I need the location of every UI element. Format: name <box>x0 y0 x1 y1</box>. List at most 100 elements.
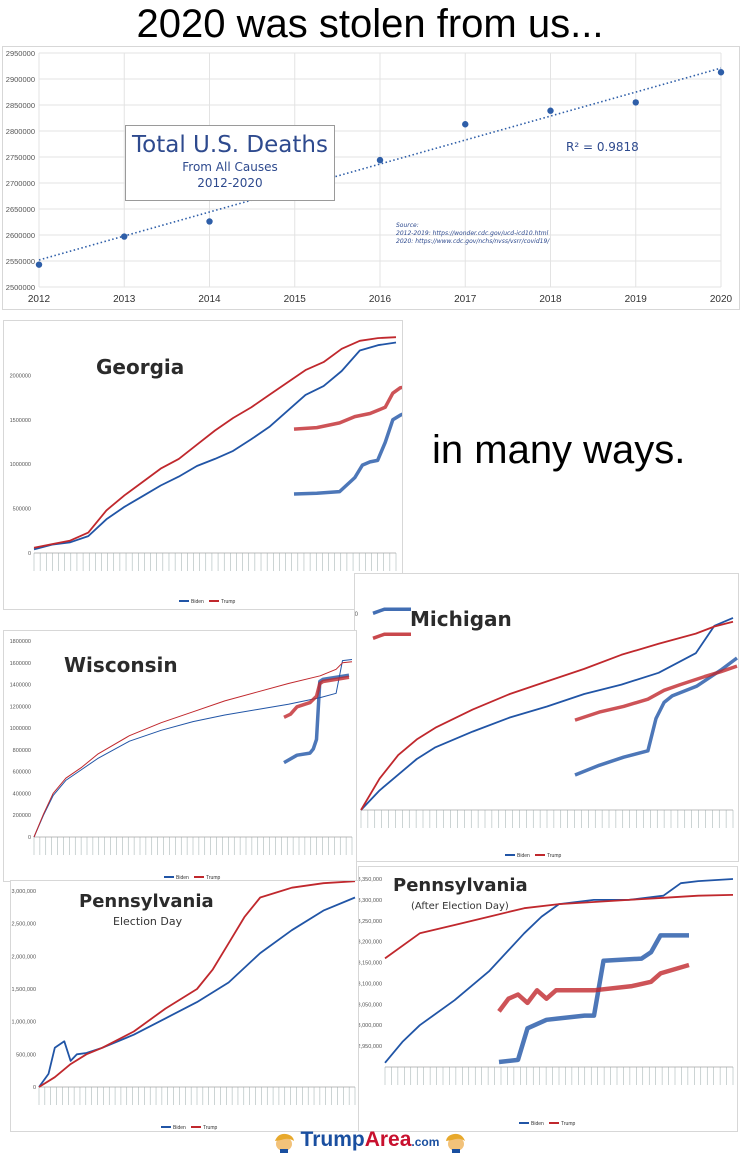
ytick-label: 3,150,000 <box>359 961 382 967</box>
deaths-xtick-label: 2012 <box>28 294 51 305</box>
pa-election-chart-panel: 0 500,000 1,000,000 1,500,000 2,000,000 2,500… <box>10 880 360 1132</box>
deaths-ytick-label: 2800000 <box>6 127 35 136</box>
ytick-label: 2000000 <box>10 373 31 379</box>
ytick-label: 3,250,000 <box>359 919 382 925</box>
deaths-ytick-label: 2600000 <box>6 231 35 240</box>
deaths-point <box>462 121 469 128</box>
ytick-label: 0 <box>28 551 31 557</box>
wisconsin-chart: 0 200000 400000 600000 800000 1000000 1200000 1… <box>10 639 353 881</box>
michigan-inset-biden <box>372 607 411 615</box>
deaths-point <box>206 218 213 225</box>
deaths-ytick-label: 2650000 <box>6 205 35 214</box>
michigan-chart-panel: 2500000 Biden Trump <box>354 573 739 862</box>
deaths-ytick-label: 2700000 <box>6 179 35 188</box>
deaths-ytick-label: 2500000 <box>6 283 35 292</box>
ytick-label: 0 <box>28 835 31 841</box>
source-block: Source: 2012-2019: https://wonder.cdc.go… <box>396 222 549 246</box>
legend-label: Trump <box>221 599 235 605</box>
deaths-chart-panel: 2500000 2550000 2600000 2650000 2700000 27500… <box>2 46 740 310</box>
series-line-trump-zoom- <box>283 675 350 719</box>
deaths-ytick-label: 2750000 <box>6 153 35 162</box>
deaths-point <box>632 99 639 106</box>
ytick-label: 0 <box>33 1085 36 1091</box>
georgia-chart-panel: 0 500000 1000000 1500000 2000000 Biden Trump G… <box>3 320 403 610</box>
pa-election-subtitle: Election Day <box>113 915 183 928</box>
legend-label: Biden <box>517 853 530 859</box>
deaths-point <box>35 261 43 268</box>
michigan-title: Michigan <box>410 607 512 631</box>
logo-part-3: .com <box>411 1135 440 1149</box>
ytick-label: 800000 <box>13 748 31 754</box>
legend-label: Trump <box>561 1121 575 1127</box>
georgia-chart: 0 500000 1000000 1500000 2000000 Biden Trump <box>10 336 402 605</box>
deaths-point <box>547 107 554 114</box>
ytick-label: 3,050,000 <box>359 1002 382 1008</box>
series-line-trump <box>38 881 356 1088</box>
ytick-label: 3,300,000 <box>359 898 382 904</box>
ytick-label: 1,000,000 <box>12 1020 36 1026</box>
pa-after-chart-panel: 2,950,000 3,000,000 3,050,000 3,100,000 3,15… <box>358 866 738 1132</box>
michigan-inset-panel <box>333 600 413 660</box>
legend-label: Biden <box>176 875 189 881</box>
series-line-biden <box>33 659 353 838</box>
deaths-point <box>717 69 725 76</box>
series-line-biden <box>360 617 734 811</box>
michigan-inset-chart <box>372 607 411 640</box>
wisconsin-title: Wisconsin <box>64 653 178 677</box>
ytick-label: 3,200,000 <box>359 940 382 946</box>
legend-label: Trump <box>206 875 220 881</box>
logo-part-1: Trump <box>300 1128 365 1151</box>
michigan-inset-trump <box>372 632 411 640</box>
deaths-title-box: Total U.S. Deaths From All Causes 2012-2… <box>125 125 335 201</box>
source-label: Source: <box>396 222 419 229</box>
legend-label: Trump <box>203 1125 217 1131</box>
legend-label: Trump <box>547 853 561 859</box>
deaths-xtick-label: 2018 <box>539 294 562 305</box>
pa-after-chart: 2,950,000 3,000,000 3,050,000 3,100,000 3,15… <box>359 877 734 1127</box>
series-line-trump-zoom- <box>574 664 738 722</box>
deaths-subtitle-years: 2012-2020 <box>197 176 263 190</box>
logo-part-2: Area <box>364 1128 412 1151</box>
pa-after-subtitle: (After Election Day) <box>411 901 509 912</box>
deaths-ytick-label: 2950000 <box>6 49 35 58</box>
ytick-label: 1200000 <box>10 704 31 710</box>
michigan-chart: 2500000 Biden Trump <box>355 612 738 859</box>
trump-hair-icon-right <box>445 1133 465 1153</box>
pa-election-chart: 0 500,000 1,000,000 1,500,000 2,000,000 2,500… <box>12 881 356 1131</box>
ytick-label: 3,000,000 <box>359 1023 382 1029</box>
series-line-biden <box>38 896 356 1088</box>
ytick-label: 500,000 <box>16 1052 36 1058</box>
ytick-label: 200000 <box>13 813 31 819</box>
deaths-xtick-label: 2019 <box>625 294 648 305</box>
source-line-2: 2020: https://www.cdc.gov/nchs/nvss/vsrr… <box>396 238 550 245</box>
series-line-trump-zoom- <box>497 962 690 1013</box>
pa-election-title: Pennsylvania <box>79 891 214 912</box>
series-line-biden-zoom- <box>574 656 738 777</box>
deaths-subtitle: From All Causes <box>182 160 278 174</box>
deaths-xtick-label: 2015 <box>284 294 307 305</box>
series-line-trump <box>360 620 734 811</box>
series-line-trump-zoom- <box>293 385 402 431</box>
ytick-label: 1600000 <box>10 661 31 667</box>
deaths-xtick-label: 2016 <box>369 294 392 305</box>
georgia-title: Georgia <box>96 355 185 379</box>
r-squared-label: R² = 0.9818 <box>566 140 639 154</box>
series-line-trump <box>33 336 397 549</box>
series-line-trump <box>33 661 353 838</box>
ytick-label: 600000 <box>13 770 31 776</box>
ytick-label: 2,000,000 <box>12 954 36 960</box>
series-line-trump <box>384 894 734 960</box>
source-line-1: 2012-2019: https://wonder.cdc.gov/ucd-ic… <box>396 230 549 237</box>
ytick-label: 1,500,000 <box>12 987 36 993</box>
ytick-label: 2,950,000 <box>359 1044 382 1050</box>
ytick-label: 500000 <box>13 507 31 513</box>
pa-after-title: Pennsylvania <box>393 875 528 896</box>
series-line-biden-zoom- <box>293 412 402 496</box>
deaths-xtick-label: 2017 <box>454 294 477 305</box>
deaths-xtick-label: 2014 <box>198 294 221 305</box>
deaths-ytick-label: 2550000 <box>6 257 35 266</box>
wisconsin-chart-panel: 0 200000 400000 600000 800000 1000000 1200000 1… <box>3 630 357 882</box>
legend-label: Biden <box>173 1125 186 1131</box>
deaths-ytick-label: 2850000 <box>6 101 35 110</box>
footer-logo[interactable]: TrumpArea.com <box>0 1128 740 1156</box>
